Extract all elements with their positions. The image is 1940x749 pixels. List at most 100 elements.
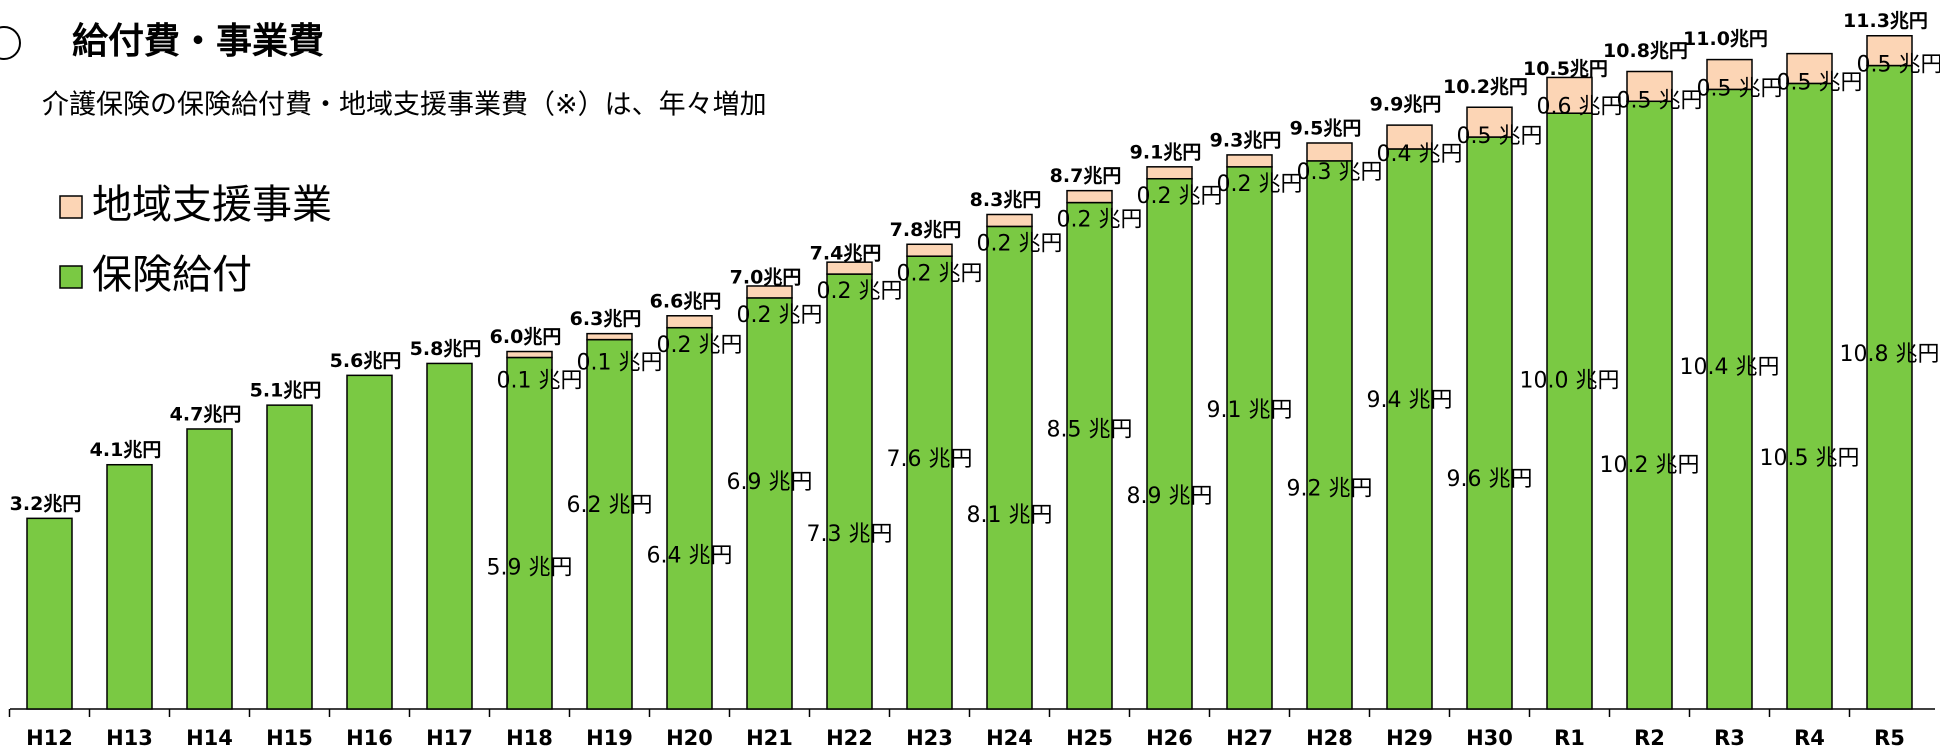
bar-segment <box>826 273 873 710</box>
x-tick-label: R5 <box>1874 726 1905 749</box>
bar-segment <box>1226 154 1273 168</box>
total-label: 5.1兆円 <box>250 380 322 402</box>
total-label: 4.7兆円 <box>170 403 242 425</box>
bar-segment <box>906 243 953 257</box>
total-label: 6.6兆円 <box>650 290 722 312</box>
bar-segment <box>1066 201 1113 710</box>
total-label: 10.5兆円 <box>1523 58 1608 80</box>
value-label: 9.4 兆円 <box>1367 388 1453 413</box>
value-label: 10.8 兆円 <box>1840 342 1940 367</box>
bar-segment <box>266 404 313 710</box>
x-tick-label: R4 <box>1794 726 1825 749</box>
total-label: 5.8兆円 <box>410 338 482 360</box>
value-label: 7.3 兆円 <box>807 522 893 547</box>
x-tick-label: H14 <box>186 726 233 749</box>
value-label: 10.4 兆円 <box>1680 355 1780 380</box>
value-label: 0.4 兆円 <box>1377 142 1463 167</box>
x-tick-label: R3 <box>1714 726 1745 749</box>
total-label: 11.0兆円 <box>1683 28 1768 50</box>
x-tick-label: H17 <box>426 726 473 749</box>
bar-segment <box>1706 58 1753 91</box>
chart-title: 給付費・事業費 <box>72 21 324 62</box>
value-label: 5.9 兆円 <box>487 555 573 580</box>
bar-segment <box>986 225 1033 710</box>
value-label: 0.5 兆円 <box>1697 77 1783 102</box>
total-label: 7.8兆円 <box>890 219 962 241</box>
legend-swatch <box>59 195 83 219</box>
bar-segment <box>1786 52 1833 85</box>
bar-segment <box>426 362 473 710</box>
bar-segment <box>506 356 553 710</box>
total-label: 10.2兆円 <box>1443 76 1528 98</box>
value-label: 0.1 兆円 <box>497 369 583 394</box>
total-label: 9.1兆円 <box>1130 141 1202 163</box>
x-tick-label: H25 <box>1066 726 1113 749</box>
total-label: 6.0兆円 <box>490 326 562 348</box>
bar-segment <box>506 350 553 359</box>
bar-segment <box>186 428 233 710</box>
bar-segment <box>906 255 953 710</box>
title-bullet <box>0 26 21 60</box>
value-label: 0.6 兆円 <box>1537 94 1623 119</box>
value-label: 0.5 兆円 <box>1617 88 1703 113</box>
total-label: 7.4兆円 <box>810 243 882 265</box>
x-tick-label: H22 <box>826 726 873 749</box>
x-tick-label: H27 <box>1226 726 1273 749</box>
bar-segment <box>26 517 73 710</box>
value-label: 8.9 兆円 <box>1127 484 1213 509</box>
bar-segment <box>1066 189 1113 204</box>
total-label: 7.0兆円 <box>730 266 802 288</box>
value-label: 10.5 兆円 <box>1760 446 1860 471</box>
value-label: 0.2 兆円 <box>737 303 823 328</box>
bar-segment <box>1386 148 1433 710</box>
total-label: 8.7兆円 <box>1050 165 1122 187</box>
value-label: 6.9 兆円 <box>727 470 813 495</box>
value-label: 0.2 兆円 <box>1137 184 1223 209</box>
bar-segment <box>346 374 393 710</box>
x-tick-label: R2 <box>1634 726 1665 749</box>
bar-segment <box>1306 160 1353 710</box>
value-label: 6.2 兆円 <box>567 493 653 518</box>
bar-segment <box>1226 166 1273 710</box>
total-label: 8.3兆円 <box>970 189 1042 211</box>
bar-segment <box>1866 34 1913 67</box>
x-tick-label: H26 <box>1146 726 1193 749</box>
total-label: 6.3兆円 <box>570 308 642 330</box>
total-label: 9.3兆円 <box>1210 129 1282 151</box>
bar-segment <box>826 261 873 275</box>
bar-segment <box>1146 166 1193 180</box>
value-label: 10.2 兆円 <box>1600 453 1700 478</box>
x-tick-label: H30 <box>1466 726 1513 749</box>
x-tick-label: H24 <box>986 726 1033 749</box>
bar-segment <box>1706 88 1753 710</box>
bar-segment <box>586 332 633 341</box>
legend-label: 保険給付 <box>92 252 252 298</box>
legend-label: 地域支援事業 <box>92 182 332 228</box>
bar-segment <box>986 213 1033 228</box>
bar-segment <box>1546 112 1593 710</box>
value-label: 0.2 兆円 <box>897 261 983 286</box>
value-label: 0.2 兆円 <box>977 231 1063 256</box>
value-label: 9.2 兆円 <box>1287 477 1373 502</box>
total-label: 9.9兆円 <box>1370 94 1442 116</box>
bar-segment <box>1466 136 1513 710</box>
x-tick-label: H19 <box>586 726 633 749</box>
total-label: 11.3兆円 <box>1843 10 1928 32</box>
bar-segment <box>106 463 153 710</box>
value-label: 0.3 兆円 <box>1297 160 1383 185</box>
value-label: 8.1 兆円 <box>967 503 1053 528</box>
value-label: 0.2 兆円 <box>817 279 903 304</box>
x-tick-label: H29 <box>1386 726 1433 749</box>
x-tick-label: H20 <box>666 726 713 749</box>
bar-segment <box>666 326 713 710</box>
value-label: 6.4 兆円 <box>647 543 733 568</box>
total-label: 3.2兆円 <box>10 493 82 515</box>
x-tick-label: H21 <box>746 726 793 749</box>
total-label: 5.6兆円 <box>330 350 402 372</box>
x-tick-label: H12 <box>26 726 73 749</box>
value-label: 0.5 兆円 <box>1857 53 1940 78</box>
value-label: 7.6 兆円 <box>887 447 973 472</box>
x-tick-label: H13 <box>106 726 153 749</box>
bar-segment <box>1626 70 1673 103</box>
total-label: 4.1兆円 <box>90 439 162 461</box>
